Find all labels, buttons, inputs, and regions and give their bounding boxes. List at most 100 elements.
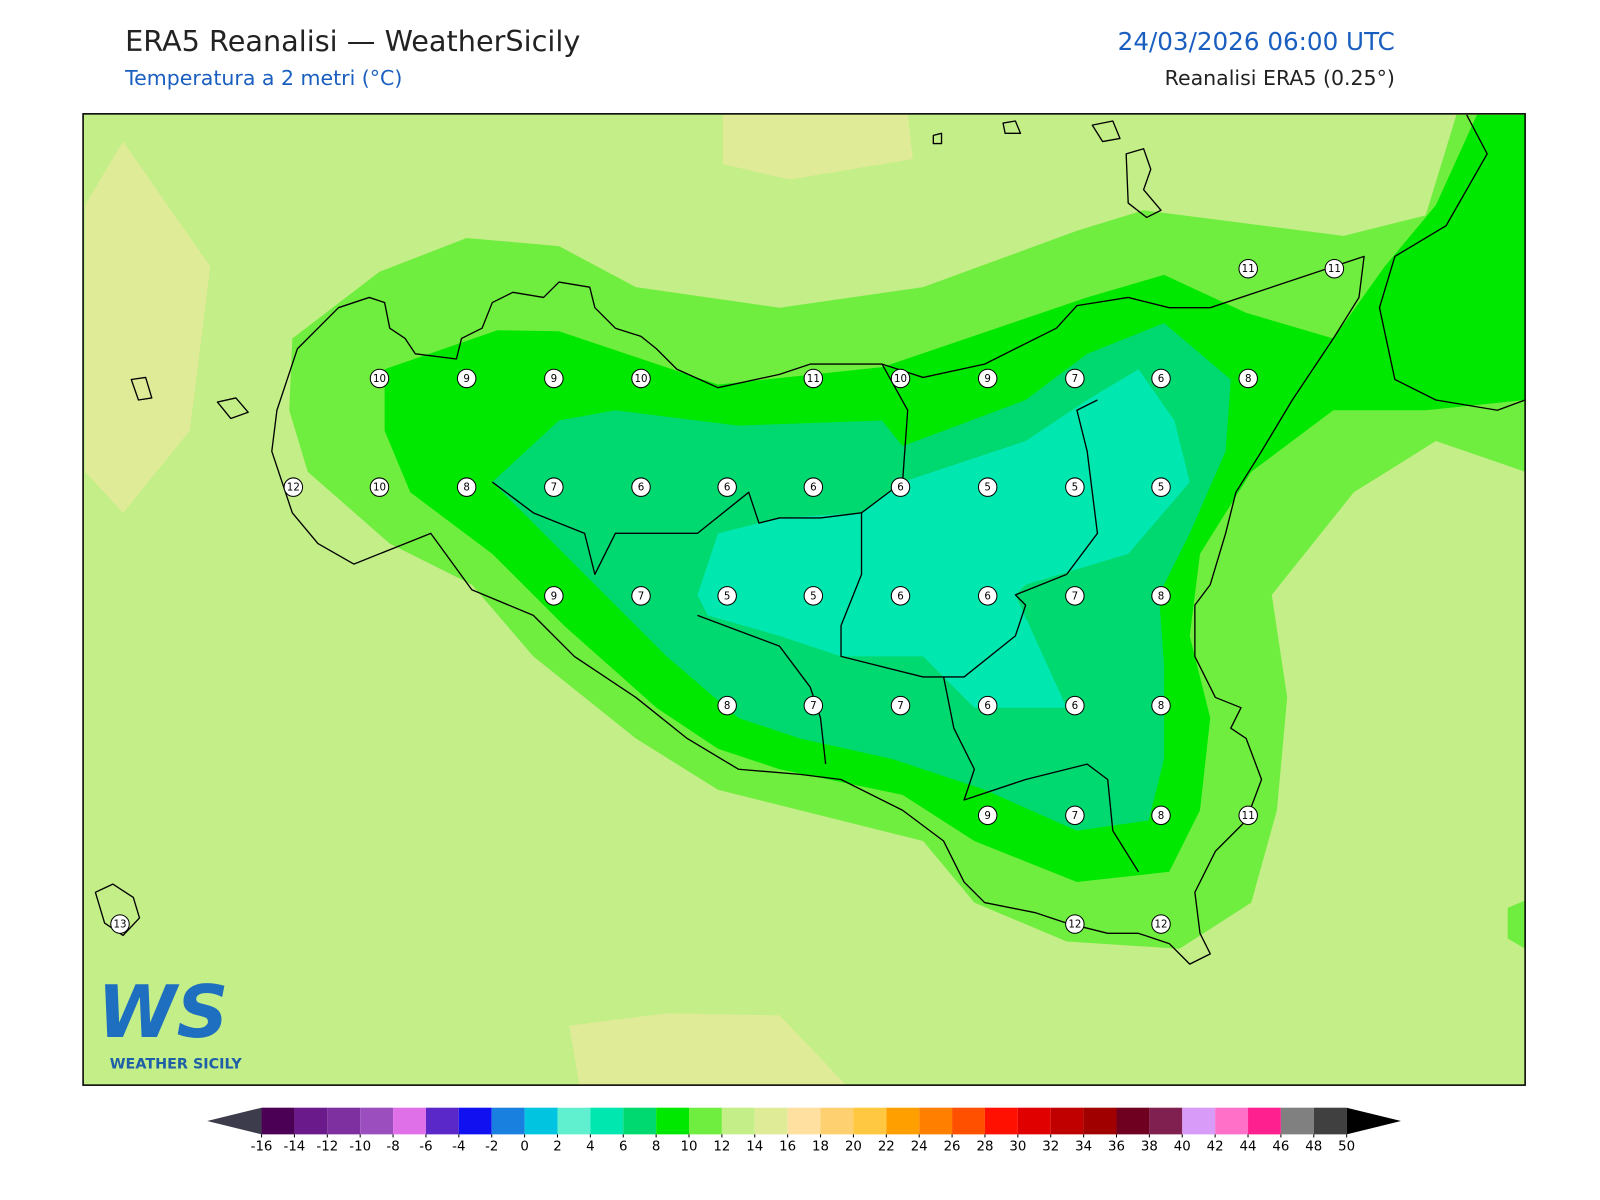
station-value: 7 <box>810 700 817 712</box>
station-value: 10 <box>373 373 386 385</box>
station-value: 6 <box>638 482 645 494</box>
station-marker <box>977 805 998 826</box>
colorbar-tick-label: 34 <box>1075 1140 1092 1155</box>
colorbar-bin <box>261 1107 295 1135</box>
colorbar-bin <box>1182 1107 1216 1135</box>
colorbar-bin <box>820 1107 854 1135</box>
map <box>83 113 1526 1086</box>
station-marker <box>544 586 564 606</box>
colorbar-tick-label: -4 <box>452 1140 465 1155</box>
colorbar-bin <box>787 1107 821 1135</box>
colorbar-bin <box>393 1107 426 1135</box>
colorbar-bin <box>590 1107 624 1135</box>
station-value: 6 <box>984 700 991 712</box>
field-10-12 <box>1507 900 1526 949</box>
station-value: 9 <box>551 373 558 385</box>
colorbar-bin <box>1050 1107 1084 1135</box>
station-marker <box>890 586 911 606</box>
colorbar-bin <box>294 1107 328 1135</box>
subtitle: Temperatura a 2 metri (°C) <box>124 66 402 90</box>
colorbar-tick-label: 30 <box>1009 1140 1026 1155</box>
station-marker <box>1065 695 1085 716</box>
station-marker <box>977 477 998 497</box>
colorbar-over <box>1346 1107 1402 1135</box>
calabria-coast <box>1378 114 1526 411</box>
colorbar-tick-label: 20 <box>845 1140 862 1155</box>
colorbar-tick-label: -2 <box>485 1140 498 1155</box>
station-value: 7 <box>551 482 558 494</box>
station-marker <box>890 368 911 389</box>
station-value: 7 <box>1072 810 1079 822</box>
station-value: 7 <box>1072 590 1079 602</box>
station-marker <box>1151 586 1171 606</box>
station-marker <box>456 477 477 497</box>
station-marker <box>1065 914 1085 934</box>
colorbar-tick-label: 26 <box>944 1140 961 1155</box>
colorbar-tick-label: 28 <box>976 1140 993 1155</box>
station-value: 7 <box>638 590 645 602</box>
field-14-16 <box>85 141 211 513</box>
station-value: 12 <box>1068 919 1081 931</box>
station-value: 8 <box>1158 700 1165 712</box>
station-value: 13 <box>113 919 126 931</box>
colorbar-bin <box>1215 1107 1249 1135</box>
colorbar-bin <box>689 1107 722 1135</box>
field-4-6 <box>697 369 1190 708</box>
station-value: 5 <box>984 482 991 494</box>
province-border <box>697 614 1140 873</box>
colorbar-bin <box>1017 1107 1051 1135</box>
colorbar-tick-label: 18 <box>812 1140 829 1155</box>
station-marker <box>1065 805 1085 826</box>
colorbar-bin <box>458 1107 492 1135</box>
map-frame <box>82 113 1526 1086</box>
station-marker <box>1238 258 1258 279</box>
colorbar-under <box>207 1107 262 1135</box>
colorbar-tick-label: 16 <box>779 1140 796 1155</box>
station-marker <box>803 368 824 389</box>
colorbar-tick-label: 4 <box>586 1140 594 1155</box>
colorbar: -16 -14 -12 -10 -8 -6 -4 -2 0 2 4 6 8 10 12 14 16 18 20 22 2… <box>207 1107 1402 1155</box>
colorbar-bin <box>721 1107 755 1135</box>
colorbar-bin <box>1083 1107 1117 1135</box>
station-marker <box>631 368 651 389</box>
colorbar-tick-label: -10 <box>349 1140 371 1155</box>
colorbar-tick-label: -16 <box>251 1140 273 1155</box>
station-marker <box>890 695 911 716</box>
field-14-16 <box>569 1013 847 1086</box>
station-value: 5 <box>1072 482 1079 494</box>
station-marker <box>1065 368 1085 389</box>
station-marker <box>977 368 998 389</box>
station-value: 8 <box>1245 373 1252 385</box>
station-value: 10 <box>373 482 386 494</box>
station-marker <box>803 586 824 606</box>
station-value: 7 <box>897 700 904 712</box>
station-marker <box>1238 805 1258 826</box>
island <box>94 120 1162 937</box>
station-value: 8 <box>1158 590 1165 602</box>
colorbar-tick-label: -8 <box>386 1140 399 1155</box>
station-value: 9 <box>551 590 558 602</box>
station-marker <box>544 477 564 497</box>
station-marker <box>1151 805 1171 826</box>
datetime: 24/03/2026 06:00 UTC <box>1118 27 1395 56</box>
colorbar-tick-label: 0 <box>520 1140 528 1155</box>
colorbar-bin <box>1116 1107 1150 1135</box>
colorbar-tick-label: 48 <box>1305 1140 1322 1155</box>
station-value: 8 <box>1158 810 1165 822</box>
colorbar-bin <box>656 1107 690 1135</box>
station-marker <box>890 477 911 497</box>
station-value: 9 <box>984 373 991 385</box>
station-value: 5 <box>724 590 731 602</box>
title: ERA5 Reanalisi — WeatherSicily <box>125 24 580 58</box>
station-value: 5 <box>1158 482 1165 494</box>
station-marker <box>977 695 998 716</box>
colorbar-bin <box>853 1107 887 1135</box>
colorbar-bin <box>754 1107 788 1135</box>
stations: 10 9 9 10 11 10 9 7 6 8 11 11 12 10 8 7 6 6 6 6 5 5 5 9 7 5 5 6 6 7 8 8… <box>110 258 1345 934</box>
station-marker <box>717 586 737 606</box>
coastline <box>271 255 1365 965</box>
colorbar-bin <box>1149 1107 1183 1135</box>
station-marker <box>1065 477 1085 497</box>
